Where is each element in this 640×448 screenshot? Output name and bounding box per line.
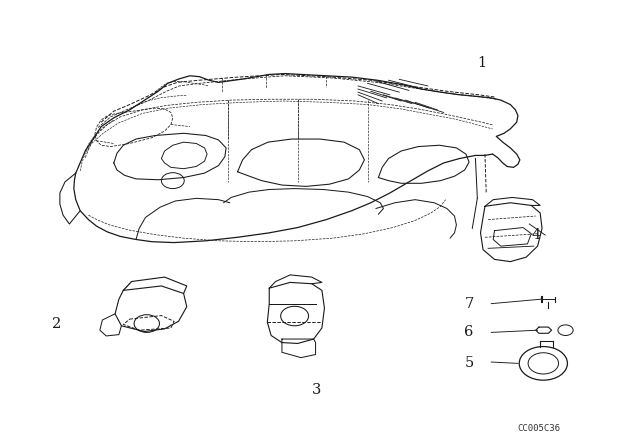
- Text: 4: 4: [531, 228, 540, 242]
- Text: 6: 6: [465, 325, 474, 340]
- Text: 2: 2: [52, 317, 61, 331]
- Text: 1: 1: [477, 56, 486, 69]
- Text: 5: 5: [465, 356, 474, 370]
- Text: CC005C36: CC005C36: [517, 424, 561, 433]
- Text: 3: 3: [312, 383, 321, 397]
- Text: 7: 7: [465, 297, 474, 310]
